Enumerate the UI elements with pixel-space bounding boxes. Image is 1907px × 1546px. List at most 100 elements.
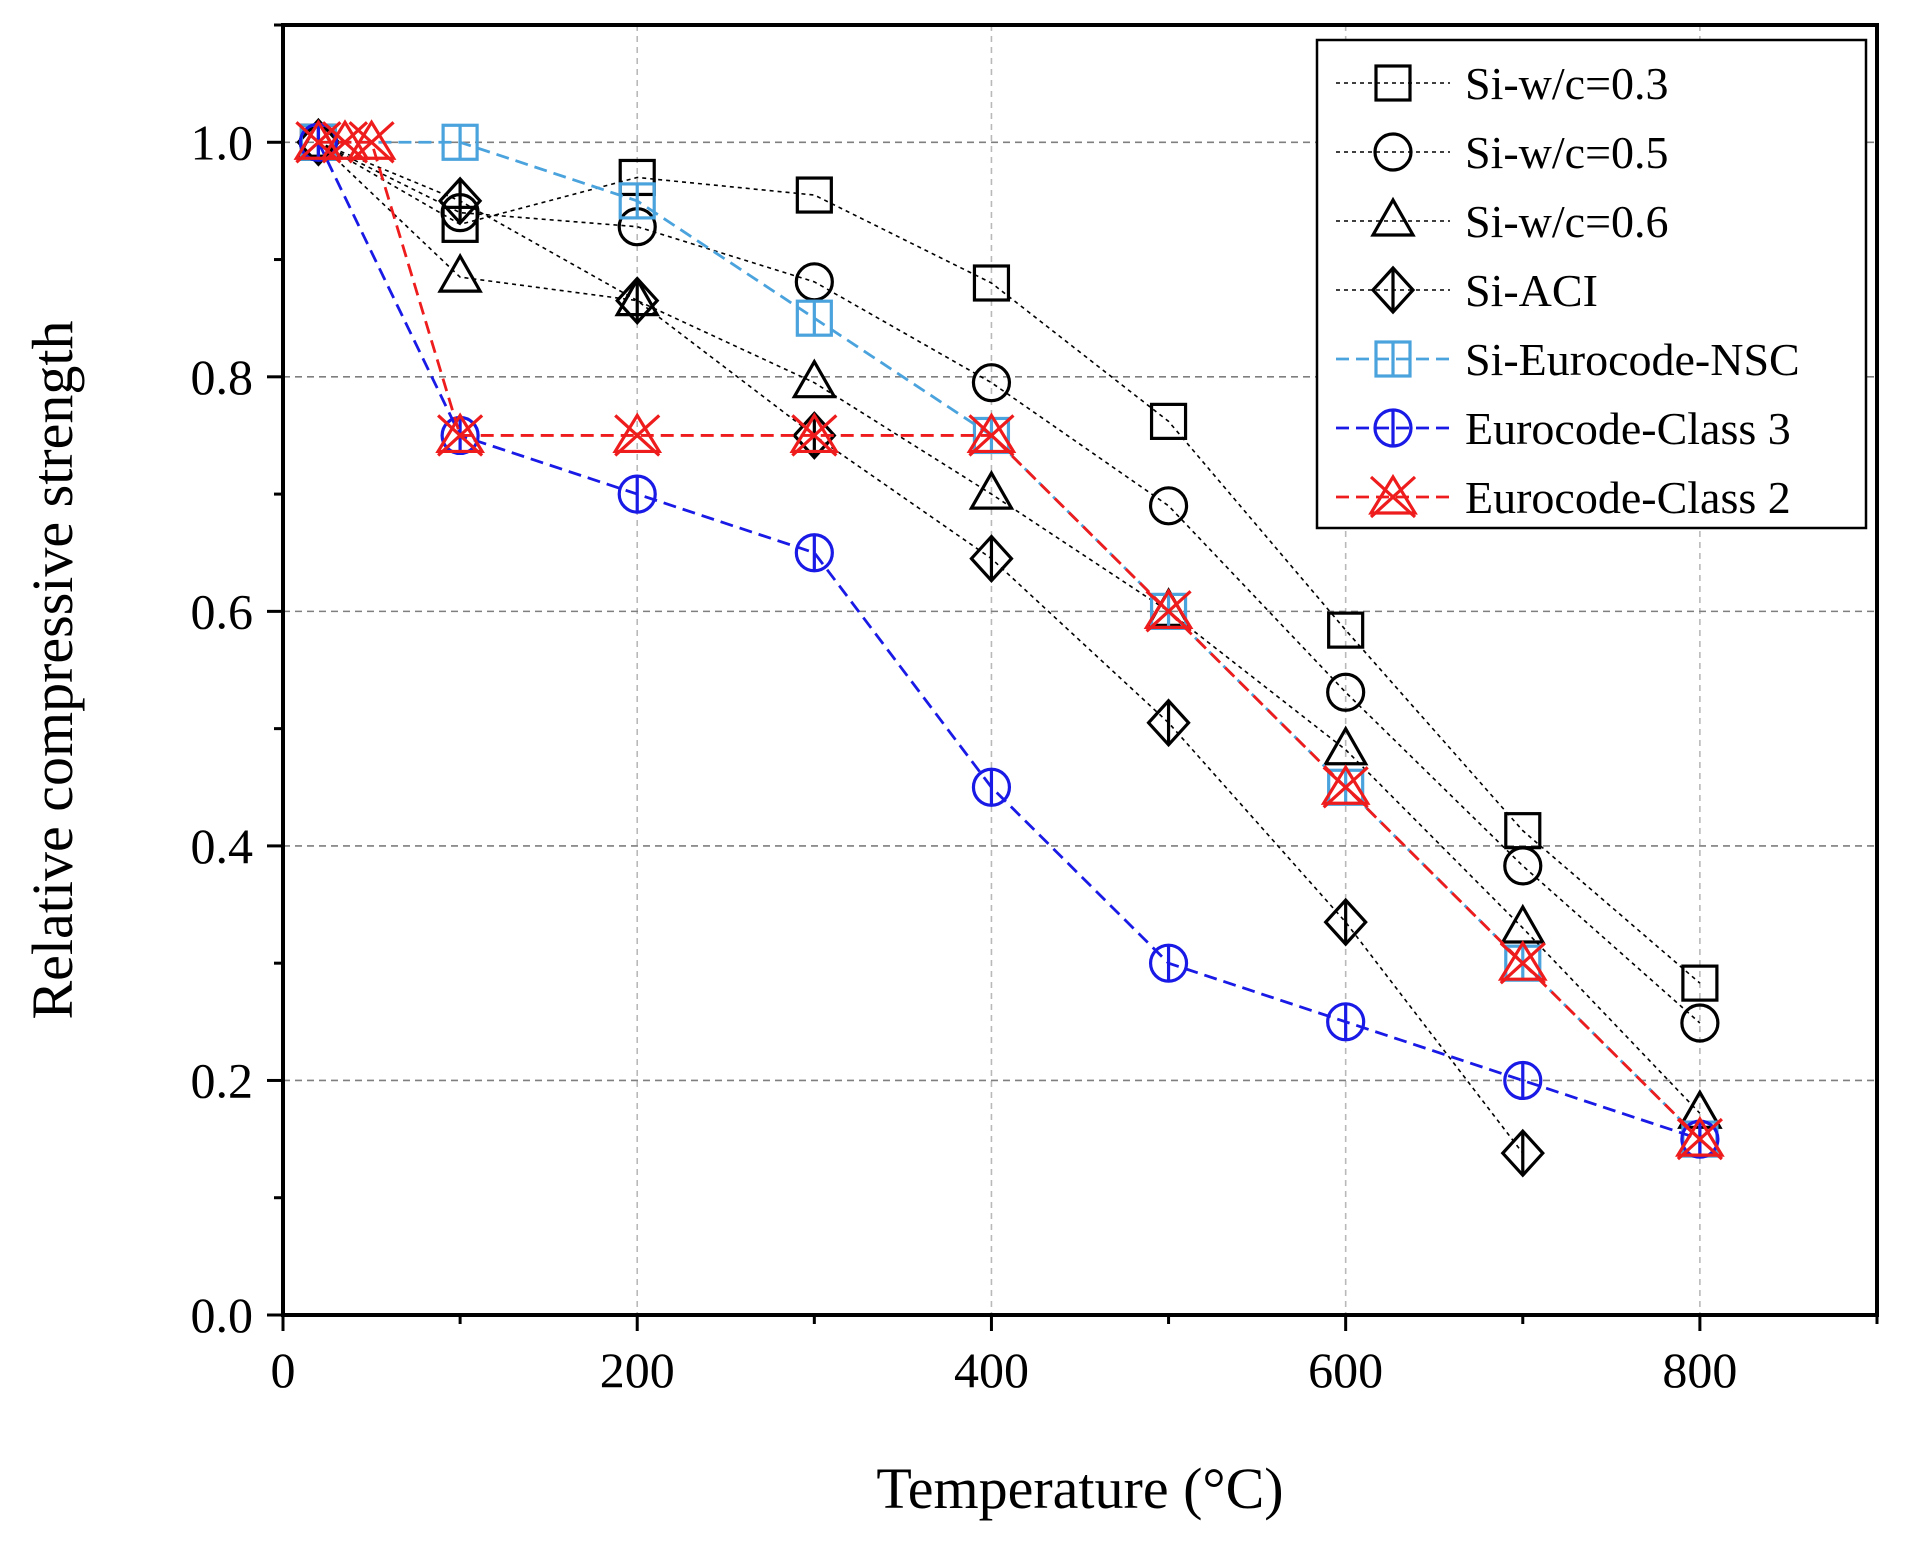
series-6-point-1-shape xyxy=(320,119,370,160)
series-1-point-8-shape xyxy=(1680,1003,1720,1043)
series-1-point-6 xyxy=(1326,672,1366,712)
legend-item-3-label: Si-ACI xyxy=(1465,265,1598,316)
series-6-point-4-cross-b xyxy=(614,414,661,457)
legend-item-0-label: Si-w/c=0.3 xyxy=(1465,58,1669,109)
legend-item-0: Si-w/c=0.3 xyxy=(1336,58,1669,109)
series-6-point-4 xyxy=(612,412,663,457)
legend-item-5: Eurocode-Class 3 xyxy=(1336,403,1791,454)
legend-item-5-label: Eurocode-Class 3 xyxy=(1465,403,1791,454)
series-layer xyxy=(293,117,1725,1178)
series-1-point-6-shape xyxy=(1326,672,1366,712)
series-2-point-7-shape xyxy=(1500,903,1546,944)
series-0-point-8-shape xyxy=(1681,964,1719,1002)
series-1-point-5 xyxy=(1148,486,1189,526)
series-6-point-6 xyxy=(966,412,1017,457)
series-6-point-8 xyxy=(1320,764,1371,809)
series-2-point-1-shape xyxy=(437,252,483,293)
series-4-point-2 xyxy=(618,182,656,220)
legend-item-6-marker-shape xyxy=(1368,473,1418,515)
series-6-point-9-cross-b xyxy=(1499,941,1546,985)
series-1-point-4-shape xyxy=(971,363,1012,403)
series-6-point-6-shape xyxy=(966,412,1017,454)
series-3-point-1 xyxy=(437,176,483,226)
series-0-point-4-shape xyxy=(972,264,1011,302)
series-5-point-6 xyxy=(1326,1002,1366,1042)
series-0-point-6-shape xyxy=(1327,611,1365,649)
series-0-point-6 xyxy=(1327,611,1365,649)
series-3-line xyxy=(318,141,1524,1154)
series-1-point-4 xyxy=(971,363,1012,403)
ticks-layer: 0 200 400 600 800 0.0 0.2 0.4 0.6 0.8 1.0 xyxy=(191,23,1879,1398)
series-3-point-2 xyxy=(615,276,660,325)
series-6-line xyxy=(318,140,1701,1141)
series-3-point-6 xyxy=(1323,897,1368,947)
series-6 xyxy=(293,119,1725,1161)
series-2-point-6 xyxy=(1322,725,1369,766)
series-6-point-1 xyxy=(320,119,370,164)
legend-item-1-marker xyxy=(1373,132,1413,172)
series-2-point-4-shape xyxy=(968,469,1015,510)
legend-item-1-marker-shape xyxy=(1373,132,1413,172)
series-6-point-3 xyxy=(435,412,485,457)
y-axis-title: Relative compressive strength xyxy=(20,320,85,1019)
series-6-point-7-shape xyxy=(1143,588,1194,629)
series-1-line xyxy=(318,141,1701,1024)
series-6-point-9 xyxy=(1497,940,1548,985)
y-tick-label-1.0: 1.0 xyxy=(191,114,254,170)
y-tick-label-0.2: 0.2 xyxy=(191,1052,254,1108)
legend-item-4-label: Si-Eurocode-NSC xyxy=(1465,334,1800,385)
series-6-point-3-cross-b xyxy=(437,414,484,457)
series-5-point-5 xyxy=(1148,943,1189,983)
series-6-point-5 xyxy=(789,412,840,457)
series-6-point-0-cross-b xyxy=(295,121,342,164)
legend-item-6: Eurocode-Class 2 xyxy=(1336,472,1791,523)
series-6-point-2-shape xyxy=(346,119,397,160)
series-2-point-1 xyxy=(437,252,483,293)
series-2-point-4 xyxy=(968,469,1015,510)
series-1-point-7-shape xyxy=(1503,846,1543,886)
series-2-point-6-shape xyxy=(1322,725,1369,766)
series-0-line xyxy=(318,141,1701,984)
series-3-point-4 xyxy=(969,534,1014,583)
series-6-point-1-cross-b xyxy=(321,121,369,164)
x-tick-label-600: 600 xyxy=(1308,1342,1383,1398)
series-2-point-3-shape xyxy=(791,358,838,399)
axes-layer xyxy=(281,23,1879,1317)
series-5 xyxy=(298,122,1720,1159)
legend-item-6-marker xyxy=(1368,473,1418,519)
series-6-point-5-cross-b xyxy=(791,414,838,457)
legend-item-1: Si-w/c=0.5 xyxy=(1336,127,1669,178)
legend-item-1-label: Si-w/c=0.5 xyxy=(1465,127,1669,178)
series-6-point-2-cross-b xyxy=(348,121,395,164)
y-tick-label-0.6: 0.6 xyxy=(191,583,254,639)
series-6-point-10-cross-b xyxy=(1676,1117,1723,1161)
legend-item-2-label: Si-w/c=0.6 xyxy=(1465,196,1669,247)
series-0-point-5 xyxy=(1149,402,1188,440)
legend-item-2-marker-shape xyxy=(1370,196,1416,237)
series-5-point-7 xyxy=(1503,1060,1543,1101)
legend: Si-w/c=0.3 Si-w/c=0.5 Si-w/c=0.6 Si-ACI Si-E… xyxy=(1315,38,1868,530)
series-5-point-3 xyxy=(794,533,834,573)
series-3-point-5 xyxy=(1146,698,1191,748)
legend-item-0-marker-shape xyxy=(1374,64,1412,102)
series-0 xyxy=(299,123,1719,1002)
x-tick-label-0: 0 xyxy=(271,1342,296,1398)
series-6-point-5-shape xyxy=(789,412,840,454)
legend-item-0-marker xyxy=(1374,64,1412,102)
series-6-point-2 xyxy=(346,119,397,164)
series-6-point-6-cross-b xyxy=(968,414,1015,457)
series-3-point-7 xyxy=(1500,1128,1545,1178)
legend-item-2-marker xyxy=(1370,196,1416,237)
y-tick-label-0.8: 0.8 xyxy=(191,349,254,405)
series-0-point-4 xyxy=(972,264,1011,302)
legend-item-4-marker xyxy=(1374,340,1412,378)
series-2-line xyxy=(317,141,1701,1114)
series-1-point-8 xyxy=(1680,1003,1720,1043)
y-tick-label-0.0: 0.0 xyxy=(191,1287,254,1343)
x-tick-label-800: 800 xyxy=(1662,1342,1737,1398)
series-2-point-7 xyxy=(1500,903,1546,944)
series-0-point-8 xyxy=(1681,964,1719,1002)
series-4-line xyxy=(318,140,1701,1141)
